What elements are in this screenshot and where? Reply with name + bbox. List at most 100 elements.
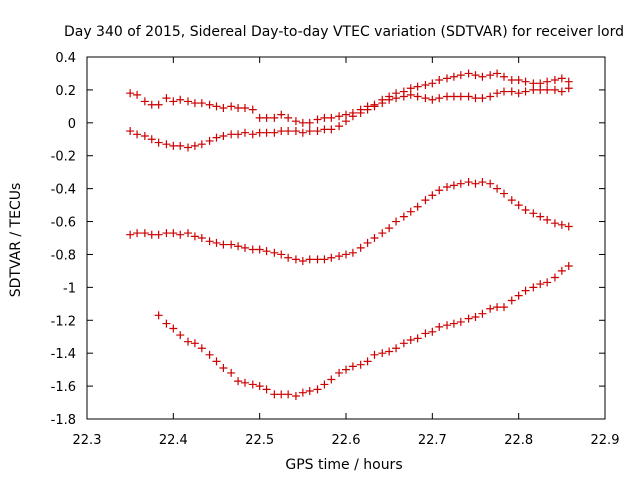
data-point: [564, 222, 573, 231]
data-point: [133, 130, 142, 139]
data-point: [298, 388, 307, 397]
data-point: [471, 71, 480, 80]
data-point: [356, 360, 365, 369]
data-point: [335, 252, 344, 261]
data-point: [536, 280, 545, 289]
data-point: [240, 104, 249, 113]
data-point: [550, 219, 559, 228]
data-point: [370, 350, 379, 359]
data-point: [449, 181, 458, 190]
data-point: [421, 196, 430, 205]
y-tick-label: -1.8: [51, 413, 76, 428]
data-point: [550, 76, 559, 85]
data-point: [435, 322, 444, 331]
data-point: [262, 247, 271, 256]
data-point: [255, 245, 264, 254]
data-point: [169, 324, 178, 333]
data-point: [205, 237, 214, 246]
data-point: [320, 255, 329, 264]
data-point: [342, 365, 350, 374]
data-point: [255, 128, 264, 137]
data-point: [413, 92, 422, 101]
data-point: [277, 390, 286, 399]
data-point: [507, 296, 516, 305]
data-point: [543, 278, 552, 287]
y-tick-label: 0: [68, 117, 76, 132]
data-point: [564, 261, 573, 270]
data-point: [327, 125, 336, 134]
data-point: [298, 118, 307, 127]
data-point: [162, 319, 171, 328]
data-point: [348, 362, 357, 371]
data-point: [205, 100, 214, 109]
data-point: [493, 89, 502, 98]
data-point: [169, 141, 178, 150]
data-point: [464, 69, 473, 78]
data-point: [284, 390, 293, 399]
data-point: [176, 141, 185, 150]
data-point: [557, 266, 566, 275]
data-point: [471, 179, 480, 188]
data-point: [356, 108, 365, 117]
data-point: [305, 255, 314, 264]
data-point: [399, 92, 408, 101]
data-point: [169, 97, 178, 106]
data-point: [478, 72, 487, 81]
data-point: [486, 71, 495, 80]
data-point: [385, 224, 394, 233]
data-point: [342, 117, 350, 126]
data-point: [291, 117, 300, 126]
data-point: [363, 105, 372, 114]
y-axis: 0.4 0.2 0 -0.2 -0.4 -0.6 -0.8 -1 -1.2 -1.4 -1.6 -1.…: [51, 51, 605, 428]
data-point: [176, 95, 185, 104]
data-point: [284, 113, 293, 122]
data-point: [270, 113, 279, 122]
chart-title: Day 340 of 2015, Sidereal Day-to-day VTE…: [64, 24, 624, 40]
data-point: [255, 382, 264, 391]
data-point: [227, 102, 236, 111]
data-point: [313, 115, 322, 124]
x-tick-label: 22.9: [591, 433, 620, 448]
data-point: [320, 125, 329, 134]
data-point: [363, 357, 372, 366]
data-point: [284, 253, 293, 262]
data-point: [464, 314, 473, 323]
data-point: [320, 380, 329, 389]
data-point: [298, 128, 307, 137]
data-point: [550, 85, 559, 94]
data-point: [529, 85, 538, 94]
data-point: [212, 238, 221, 247]
data-point: [277, 250, 286, 259]
x-tick-label: 22.3: [73, 433, 102, 448]
data-point: [133, 229, 142, 238]
data-point: [270, 248, 279, 257]
data-point: [471, 94, 480, 103]
data-point: [133, 90, 142, 99]
data-point: [529, 283, 538, 292]
data-point: [335, 122, 344, 131]
data-point: [184, 97, 193, 106]
data-point: [162, 94, 171, 103]
data-point: [406, 90, 415, 99]
data-point: [240, 128, 249, 137]
data-point: [197, 140, 206, 149]
data-point: [291, 127, 300, 136]
data-point: [197, 344, 206, 353]
data-point: [421, 329, 430, 338]
data-point: [406, 207, 415, 216]
data-point: [234, 377, 243, 386]
data-point: [428, 95, 437, 104]
data-point: [471, 312, 480, 321]
x-tick-label: 22.6: [332, 433, 361, 448]
data-point: [162, 140, 171, 149]
data-point: [449, 72, 458, 81]
data-point: [248, 130, 257, 139]
data-point: [557, 87, 566, 96]
data-point: [478, 309, 487, 318]
data-point: [499, 87, 508, 96]
data-point: [327, 113, 336, 122]
data-markers: [126, 69, 573, 400]
data-point: [227, 368, 236, 377]
data-point: [227, 240, 236, 249]
data-point: [521, 206, 530, 215]
